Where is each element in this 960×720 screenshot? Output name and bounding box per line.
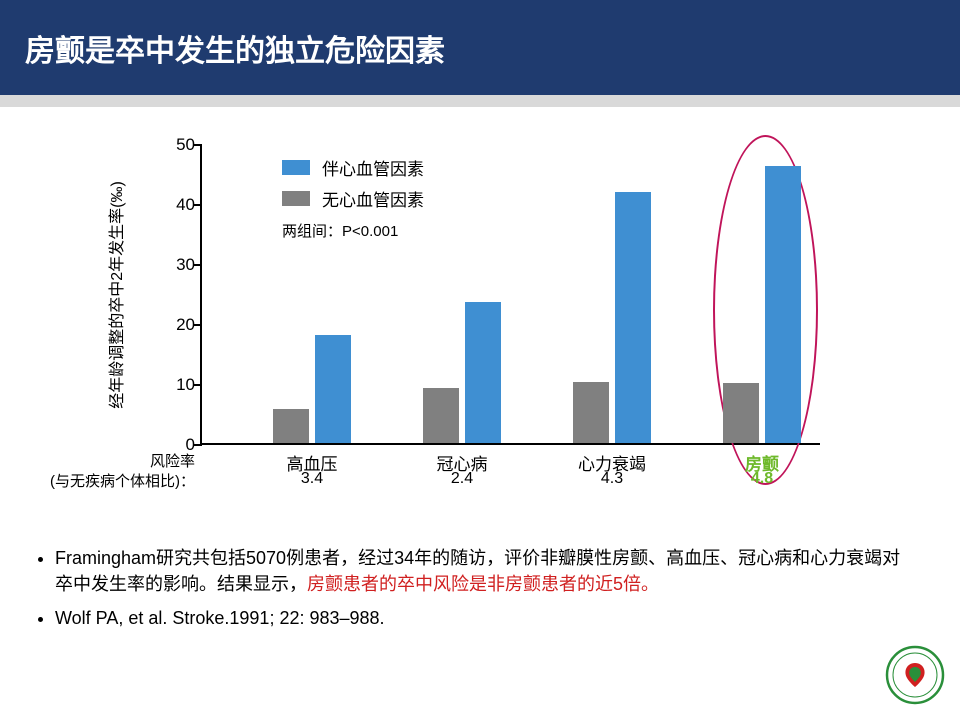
y-tick <box>194 144 202 146</box>
risk-label-2: (与无疾病个体相比)： <box>5 470 195 491</box>
y-tick-label: 40 <box>157 195 195 215</box>
bar-gray <box>423 388 459 443</box>
risk-value: 4.8 <box>702 470 822 488</box>
y-tick <box>194 384 202 386</box>
bar-gray <box>273 409 309 443</box>
risk-value: 2.4 <box>402 470 522 488</box>
y-tick-label: 30 <box>157 255 195 275</box>
bullet-list: Framingham研究共包括5070例患者，经过34年的随访，评价非瓣膜性房颤… <box>35 545 915 639</box>
risk-value: 4.3 <box>552 470 672 488</box>
y-axis-title: 经年龄调整的卒中2年发生率(‰) <box>103 181 127 409</box>
bar-gray <box>723 383 759 443</box>
bullet-item: Framingham研究共包括5070例患者，经过34年的随访，评价非瓣膜性房颤… <box>55 545 915 597</box>
legend-swatch-blue <box>282 160 310 175</box>
y-tick-label: 10 <box>157 375 195 395</box>
bar-blue <box>615 192 651 443</box>
bar-blue <box>315 335 351 443</box>
legend-label: 伴心血管因素 <box>322 155 424 180</box>
bar-gray <box>573 382 609 443</box>
divider-strip <box>0 95 960 107</box>
bar-blue <box>765 166 801 443</box>
y-tick-label: 20 <box>157 315 195 335</box>
footer-logo <box>885 645 945 705</box>
y-tick <box>194 264 202 266</box>
title-bar: 房颤是卒中发生的独立危险因素 <box>0 0 960 95</box>
bar-blue <box>465 302 501 443</box>
bullet-text: Wolf PA, et al. Stroke.1991; 22: 983–988… <box>55 608 385 628</box>
legend-label: 无心血管因素 <box>322 186 424 211</box>
y-tick <box>194 444 202 446</box>
bar-chart: 经年龄调整的卒中2年发生率(‰) 伴心血管因素 无心血管因素 两组间：P<0.0… <box>145 145 825 465</box>
y-tick-label: 50 <box>157 135 195 155</box>
y-tick <box>194 204 202 206</box>
legend-item: 伴心血管因素 <box>282 155 424 180</box>
y-tick <box>194 324 202 326</box>
legend: 伴心血管因素 无心血管因素 <box>282 155 424 217</box>
bullet-text-red: 房颤患者的卒中风险是非房颤患者的近5倍。 <box>307 574 659 594</box>
risk-label-1: 风险率 <box>25 450 195 471</box>
bullet-item: Wolf PA, et al. Stroke.1991; 22: 983–988… <box>55 605 915 631</box>
risk-value: 3.4 <box>252 470 372 488</box>
chart-plot-area: 伴心血管因素 无心血管因素 两组间：P<0.001 01020304050高血压… <box>200 145 820 445</box>
legend-swatch-gray <box>282 191 310 206</box>
p-value-note: 两组间：P<0.001 <box>282 220 398 241</box>
legend-item: 无心血管因素 <box>282 186 424 211</box>
page-title: 房颤是卒中发生的独立危险因素 <box>25 26 445 70</box>
